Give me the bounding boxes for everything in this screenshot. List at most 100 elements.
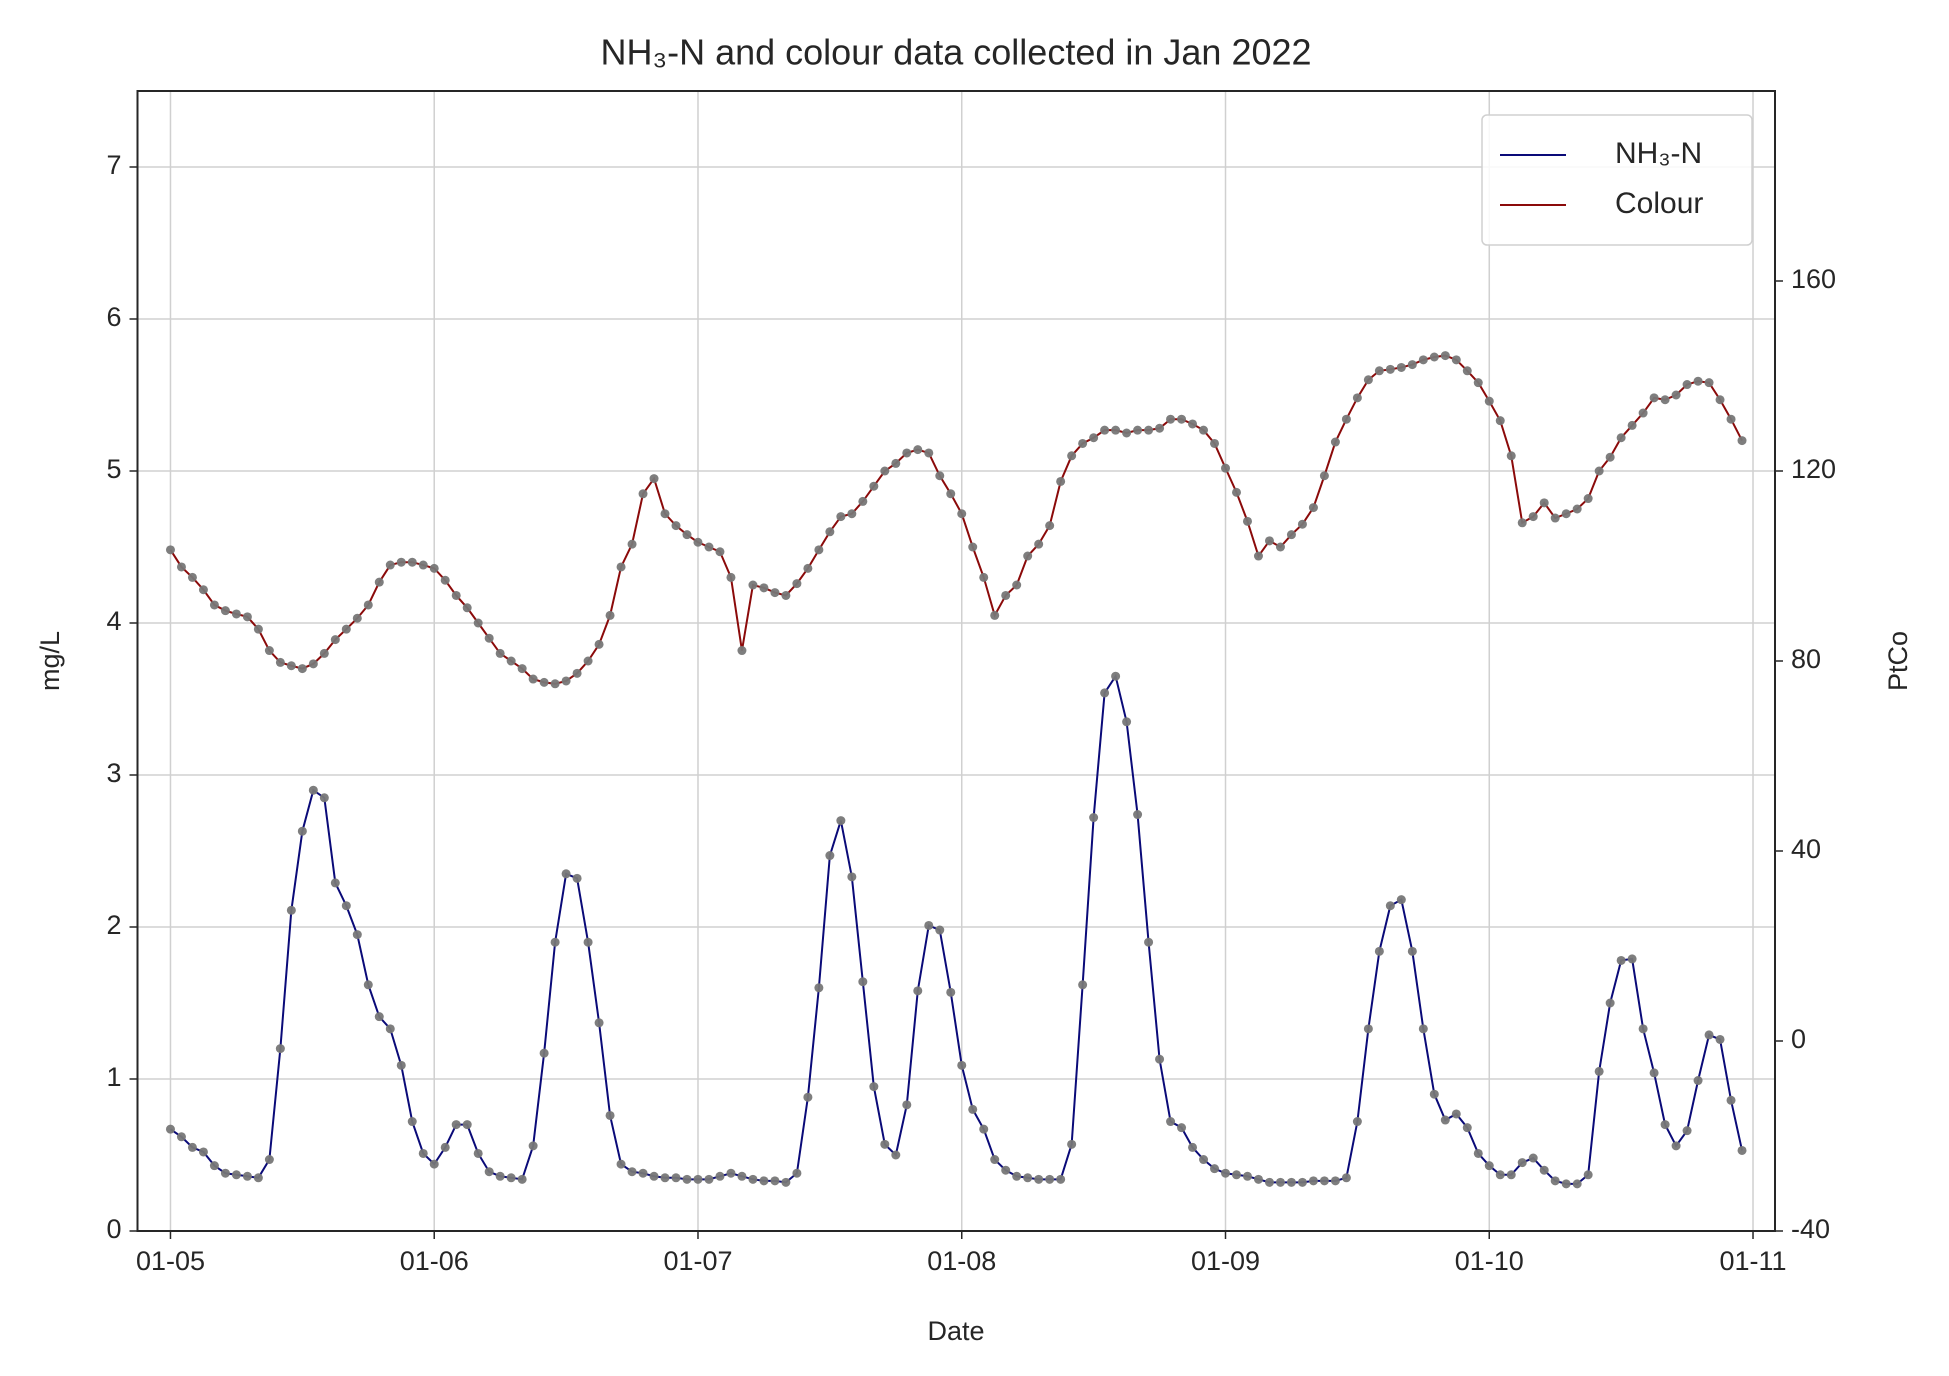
data-point <box>891 458 901 468</box>
plot-frame <box>136 90 1776 1232</box>
data-point <box>495 1171 505 1181</box>
data-point <box>264 646 274 656</box>
data-point <box>616 562 626 572</box>
data-point <box>1341 414 1351 424</box>
y2-tick-label: 80 <box>1791 644 1821 674</box>
data-point <box>1495 416 1505 426</box>
chart-title: NH₃-N and colour data collected in Jan 2… <box>600 32 1311 73</box>
data-point <box>1693 1076 1703 1086</box>
data-point <box>198 585 208 595</box>
data-point <box>374 577 384 587</box>
data-point <box>935 925 945 935</box>
data-point <box>880 466 890 476</box>
data-point <box>242 1171 252 1181</box>
data-point <box>1693 376 1703 386</box>
data-point <box>286 905 296 915</box>
data-point <box>1297 1177 1307 1187</box>
data-point <box>319 648 329 658</box>
data-point <box>605 1110 615 1120</box>
data-point <box>429 563 439 573</box>
data-point <box>803 1092 813 1102</box>
data-point <box>1396 895 1406 905</box>
data-point <box>1363 375 1373 385</box>
data-point <box>957 1060 967 1070</box>
data-point <box>1473 378 1483 388</box>
data-point <box>627 1167 637 1177</box>
data-point <box>1517 518 1527 528</box>
data-point <box>781 590 791 600</box>
data-point <box>418 560 428 570</box>
data-point <box>1726 414 1736 424</box>
data-point <box>319 793 329 803</box>
data-point <box>539 1048 549 1058</box>
data-point <box>231 1170 241 1180</box>
data-point <box>1177 1123 1187 1133</box>
data-point <box>1429 352 1439 362</box>
data-point <box>1308 1176 1318 1186</box>
data-point <box>1188 1142 1198 1152</box>
data-point <box>583 937 593 947</box>
data-point <box>748 580 758 590</box>
data-point <box>1484 396 1494 406</box>
data-point <box>1199 1155 1209 1165</box>
data-point <box>715 1171 725 1181</box>
data-point <box>561 869 571 879</box>
data-point <box>1495 1170 1505 1180</box>
data-point <box>869 1082 879 1092</box>
data-point <box>1682 380 1692 390</box>
data-point <box>737 646 747 656</box>
data-point <box>847 872 857 882</box>
data-point <box>1286 530 1296 540</box>
data-point <box>1418 1024 1428 1034</box>
data-point <box>825 527 835 537</box>
data-point <box>671 521 681 531</box>
data-point <box>1407 360 1417 370</box>
data-point <box>1649 393 1659 403</box>
data-point <box>583 656 593 666</box>
data-point <box>693 537 703 547</box>
data-point <box>594 1018 604 1028</box>
data-point <box>198 1147 208 1157</box>
data-point <box>990 1155 1000 1165</box>
data-point <box>517 664 527 674</box>
data-point <box>1737 436 1747 446</box>
data-point <box>1122 428 1132 438</box>
data-point <box>396 557 406 567</box>
data-point <box>253 624 263 634</box>
data-point <box>660 1173 670 1183</box>
data-point <box>429 1159 439 1169</box>
data-point <box>1111 425 1121 435</box>
data-point <box>1594 466 1604 476</box>
data-point <box>1221 463 1231 473</box>
data-point <box>1078 980 1088 990</box>
data-point <box>1319 471 1329 481</box>
data-point <box>1462 366 1472 376</box>
data-point <box>374 1012 384 1022</box>
data-point <box>539 677 549 687</box>
data-point <box>1133 810 1143 820</box>
data-point <box>286 661 296 671</box>
data-point <box>1144 425 1154 435</box>
data-point <box>528 674 538 684</box>
data-point <box>330 878 340 888</box>
data-point <box>1418 355 1428 365</box>
data-point <box>1242 516 1252 526</box>
data-point <box>979 1124 989 1134</box>
data-point <box>770 588 780 598</box>
data-point <box>638 489 648 499</box>
data-point <box>957 509 967 519</box>
data-point <box>1616 433 1626 443</box>
data-point <box>473 1148 483 1158</box>
data-point <box>1286 1177 1296 1187</box>
data-point <box>451 590 461 600</box>
data-point <box>770 1176 780 1186</box>
data-point <box>1484 1161 1494 1171</box>
data-point <box>297 664 307 674</box>
data-point <box>220 1168 230 1178</box>
data-point <box>1550 1176 1560 1186</box>
data-point <box>506 656 516 666</box>
data-point <box>616 1159 626 1169</box>
data-point <box>165 545 175 555</box>
data-point <box>1374 366 1384 376</box>
